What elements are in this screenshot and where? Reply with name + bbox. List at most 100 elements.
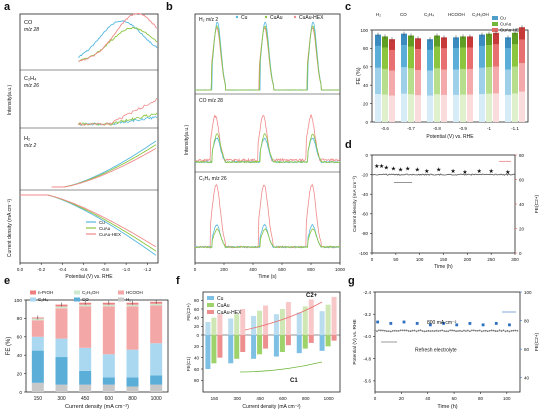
panel-a-xtick-label: -1.2	[144, 267, 152, 272]
panel-g-potential-point	[426, 330, 428, 332]
panel-g-potential-point	[507, 330, 509, 332]
panel-g-ytick-right-label: 80	[524, 318, 530, 323]
panel-g-potential-point	[485, 330, 487, 332]
panel-d-xlabel: Time (h)	[434, 264, 453, 270]
panel-g-potential-point	[473, 330, 475, 332]
panel-e-bar-segment	[103, 385, 115, 392]
panel-e-bar-segment	[32, 320, 44, 337]
panel-e-legend-swatch	[118, 298, 124, 302]
panel-b-sub-label: C₂H₄ m/z 26	[199, 176, 227, 182]
panel-f-bar-c2	[217, 314, 222, 335]
panel-b-c2h4-line-hex	[195, 185, 340, 248]
panel-f-bar-c1	[217, 335, 222, 358]
panel-c-bar-segment	[505, 70, 511, 95]
panel-c-bar-segment	[453, 70, 459, 95]
panel-f-xtick-label: 300	[233, 396, 241, 401]
panel-d: 0 50 100 150 200 250 3000-20-40-60-80-100 02040…	[352, 153, 540, 270]
panel-f-ytick-label: 20	[194, 324, 200, 329]
panel-c-bar-segment	[460, 48, 466, 69]
panel-c-bar-segment	[375, 46, 381, 68]
panel-c-bar-segment	[427, 50, 433, 71]
panel-a-sub-label: C₂H₄	[24, 76, 37, 82]
panel-e-legend-label: HCOOH	[126, 290, 143, 295]
panel-a-j-line-cu	[20, 195, 156, 255]
panel-g-potential-point	[416, 330, 418, 332]
panel-f: 02040608020406080FE(C2+)FE(C1)150 300 450 6…	[186, 292, 340, 410]
panel-e-legend-swatch	[118, 291, 124, 295]
panel-a-legend-label: CuAu	[99, 226, 111, 231]
panel-c-bar-segment	[512, 93, 518, 122]
panel-e-bar-segment	[103, 377, 115, 384]
panel-c-bar-segment	[505, 48, 511, 69]
panel-d-fe-point: ★	[488, 168, 493, 175]
panel-b-legend-dot	[236, 16, 238, 18]
panel-a-ylabel-bottom: Current density (mA cm⁻²)	[7, 199, 13, 258]
panel-d-fe-point: ★	[450, 168, 455, 175]
panel-g-potential-point	[424, 330, 426, 332]
panel-c-bar-segment	[519, 92, 525, 122]
panel-c-bar-segment	[434, 47, 440, 69]
panel-e-bar-segment	[32, 383, 44, 392]
panel-d-xtick-label: 0	[371, 257, 374, 262]
panel-e-legend-swatch	[74, 291, 80, 295]
panel-g-xtick-label: 80	[478, 396, 484, 401]
panel-f-ytick-label: 20	[194, 344, 200, 349]
panel-c-bar-segment	[493, 44, 499, 66]
panel-g-potential-point	[396, 330, 398, 332]
panel-d-ytick-label: 0	[365, 153, 368, 158]
panel-g-potential-point	[505, 331, 507, 333]
panel-e-bar-segment	[103, 354, 115, 377]
panel-f-bar-c2	[326, 305, 331, 335]
panel-g-potential-point	[384, 330, 386, 332]
panel-c-bar-segment	[415, 49, 421, 70]
panel-e-bar-segment	[79, 385, 91, 392]
panel-g-potential-point	[511, 330, 513, 332]
panel-c-legend-product: HCOOH	[448, 12, 465, 17]
panel-g-fe-point	[376, 321, 379, 324]
panel-e-legend-label: n-PrOH	[38, 290, 53, 295]
panel-c-bar-segment	[441, 48, 447, 69]
panel-c-xtick-label: -1.1	[511, 126, 519, 131]
panel-f-bar-c2	[332, 297, 337, 335]
panel-g-potential-point	[461, 330, 463, 332]
panel-e-ytick-label: 20	[17, 371, 23, 377]
panel-c-xtick-label: -0.9	[459, 126, 467, 131]
panel-e-bar-segment	[79, 306, 91, 347]
panel-e-ytick-label: 40	[17, 353, 23, 359]
panel-e-bar-segment	[150, 343, 162, 375]
panel-e-bar-segment	[32, 351, 44, 383]
panel-f-bar-c1	[228, 335, 233, 363]
panel-f-bar-c2	[263, 306, 268, 335]
panel-c-bar-segment	[408, 47, 414, 69]
panel-c-xtick-label: -0.7	[407, 126, 415, 131]
panel-c-legend-swatch	[492, 22, 498, 26]
panel-c-bar-segment	[389, 71, 395, 96]
panel-d-ytick-right-label: 40	[519, 202, 525, 207]
panel-a-xtick-label: 0.0	[17, 267, 24, 272]
panel-c-bar-segment	[453, 95, 459, 122]
panel-g-potential-point	[455, 330, 457, 332]
panel-d-xtick-label: 50	[393, 257, 399, 262]
panel-a: COm/z 28C₂H₄m/z 26H₂m/z 20.0 -0.2 -0.4 -0.6…	[7, 13, 158, 280]
panel-c-bar-segment	[467, 69, 473, 95]
panel-d-ytick-label: -100	[359, 251, 369, 256]
panel-c-ytick-label: 0	[365, 120, 368, 125]
panel-f-bar-c1	[257, 335, 262, 354]
panel-g-ytick-right-label: 60	[524, 347, 530, 352]
panel-g-potential-point	[445, 330, 447, 332]
panel-a-xtick-label: -0.4	[59, 267, 67, 272]
panel-g-potential-point	[451, 330, 453, 332]
panel-g-xtick-label: 20	[399, 396, 405, 401]
panel-d-ylabel: Current density (mA cm⁻²)	[352, 176, 358, 232]
panel-c-bar-segment	[479, 46, 485, 68]
panel-g-potential-point	[487, 330, 489, 332]
panel-c-ytick-label: 80	[363, 46, 369, 51]
panel-e-bar-segment	[150, 375, 162, 384]
panel-e-xtick-label: 150	[34, 396, 43, 402]
panel-f-arrow-c1	[240, 362, 322, 372]
panel-g-potential-point	[491, 330, 493, 332]
panel-f-bar-c1	[211, 335, 216, 363]
panel-label-e: e	[4, 275, 10, 287]
panel-c-bar-segment	[479, 68, 485, 94]
panel-c-bar-segment	[486, 94, 492, 122]
